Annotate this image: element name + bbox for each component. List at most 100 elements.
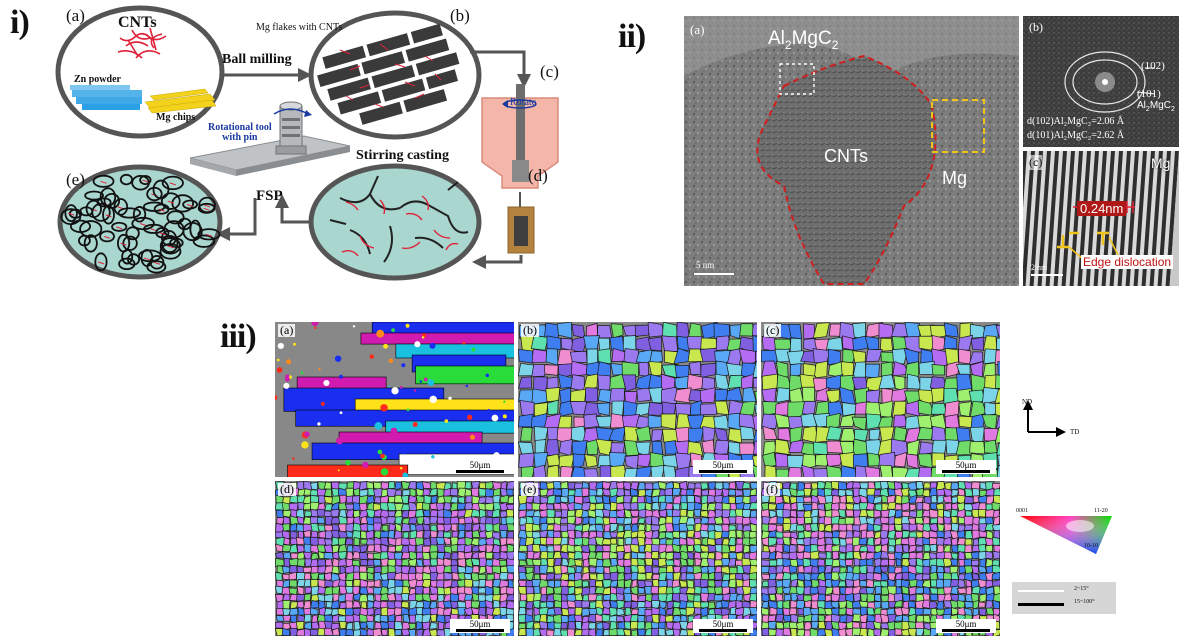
ebsd-label-f: (f) <box>764 482 780 496</box>
d-spacing-101: d(101)Al₂MgC₂=2.62 Å <box>1027 130 1125 141</box>
scale-label-c: 2 nm <box>1031 263 1048 272</box>
ring-102: (102) <box>1141 60 1165 72</box>
label-mg-tem: Mg <box>942 168 968 188</box>
nd-td-axes <box>1023 400 1066 437</box>
ebsd-scale-bar <box>699 629 747 632</box>
cast-grain-boundaries <box>329 175 469 263</box>
label-c-mg: Mg <box>1151 155 1171 171</box>
tem-a-graphics <box>684 16 1019 286</box>
ebsd-scale-text: 50μm <box>469 460 491 470</box>
ebsd-panel-b: (b) 50μm <box>518 322 757 477</box>
label-cnts-tem: CNTs <box>824 146 868 166</box>
ebsd-panel-e: (e) 50μm <box>518 481 757 636</box>
cast-cnts <box>341 195 459 257</box>
fft-graphics <box>1023 16 1179 147</box>
zn-powder-pile <box>70 85 142 110</box>
label-i-e: (e) <box>66 170 85 189</box>
ebsd-label-a: (a) <box>278 323 296 337</box>
axis-td-label: TD <box>1070 428 1080 436</box>
edge-dislocation-label: Edge dislocation <box>1081 255 1174 269</box>
ebsd-scale-text: 50μm <box>712 619 734 629</box>
ebsd-scale-bar <box>456 470 504 473</box>
label-ii-b: (b) <box>1029 20 1043 34</box>
ebsd-scale-text: 50μm <box>712 460 734 470</box>
ring-101: (101) <box>1137 88 1161 100</box>
ebsd-panel-a: (a) 50μm <box>275 322 514 477</box>
ebsd-scale-a: 50μm <box>450 460 510 474</box>
ebsd-panel-c: (c) 50μm <box>761 322 1000 477</box>
label-zn-powder: Zn powder <box>74 74 121 85</box>
ebsd-scale-bar <box>456 629 504 632</box>
ipf-color-key <box>1020 516 1112 554</box>
fsp-tool-plate <box>189 135 351 176</box>
label-al2mgc2: Al2MgC2 <box>768 28 839 52</box>
ebsd-scale-f: 50μm <box>936 619 996 633</box>
ebsd-scale-bar <box>942 470 990 473</box>
ebsd-label-c: (c) <box>764 323 782 337</box>
label-stirring-casting: Stirring casting <box>356 148 449 163</box>
ebsd-grains <box>518 481 757 636</box>
ebsd-grains <box>761 481 1000 636</box>
fft-pattern-b: (b) (102) (101) Al2MgC2 d(102)Al₂MgC₂=2.… <box>1023 16 1179 147</box>
ebsd-label-b: (b) <box>521 323 539 337</box>
ebsd-grains <box>518 322 757 477</box>
mg-box <box>931 99 985 153</box>
hrtem-lattice-c: (c) Mg 0.24nm Edge dislocation 2 nm <box>1023 151 1179 286</box>
label-i-d: (d) <box>528 166 548 185</box>
ebsd-grains <box>275 322 514 477</box>
ebsd-scale-text: 50μm <box>955 619 977 629</box>
label-i-c: (c) <box>540 62 559 81</box>
label-ball-milling: Ball milling <box>222 52 292 67</box>
label-i-b: (b) <box>450 6 470 25</box>
label-rotate: Rotate <box>510 97 537 108</box>
edge-dislocation-markers <box>1057 231 1109 249</box>
ebsd-scale-bar <box>942 629 990 632</box>
section-ii-numeral: ii) <box>618 18 646 55</box>
cnt-bundle-a <box>117 27 167 59</box>
cast-ingot <box>507 206 535 254</box>
ebsd-scale-b: 50μm <box>693 460 753 474</box>
boundary-legend: 2~15° 15~100° <box>1012 582 1116 614</box>
label-ii-c: (c) <box>1029 155 1043 170</box>
section-iii-numeral: iii) <box>220 318 257 355</box>
label-i-a: (a) <box>66 6 85 25</box>
label-mg-chips: Mg chips <box>156 112 196 123</box>
mg-flakes <box>317 23 460 125</box>
mg-chips <box>144 88 217 114</box>
ebsd-grains <box>275 481 514 636</box>
fsp-grain-network <box>60 173 221 274</box>
label-fsp: FSP <box>256 188 283 204</box>
section-i-numeral: i) <box>10 4 30 41</box>
lattice-spacing: 0.24nm <box>1077 201 1127 216</box>
cnts-boundary-dashed <box>756 54 937 285</box>
ipf-1010: 10-10 <box>1084 543 1098 549</box>
legend-low-label: 2~15° <box>1074 586 1089 592</box>
ebsd-scale-text: 50μm <box>469 619 491 629</box>
label-mg-flakes: Mg flakes with CNTs <box>256 22 343 33</box>
scale-label-a: 5 nm <box>696 260 715 270</box>
ring-phase: Al2MgC2 <box>1137 100 1175 113</box>
tem-image-a: (a) Al2MgC2 CNTs Mg 5 nm <box>684 16 1019 286</box>
cnts-in-flakes <box>339 43 442 108</box>
ebsd-label-e: (e) <box>521 482 539 496</box>
ebsd-scale-e: 50μm <box>693 619 753 633</box>
ebsd-grains <box>761 322 1000 477</box>
stir-crucible <box>481 84 559 189</box>
label-rotational-tool: Rotational tool with pin <box>208 122 272 143</box>
ipf-1120: 11-20 <box>1094 508 1108 514</box>
legend-high-label: 15~100° <box>1074 599 1095 605</box>
ipf-0001: 0001 <box>1016 508 1028 514</box>
ebsd-scale-c: 50μm <box>936 460 996 474</box>
axis-nd-label: ND <box>1022 398 1033 406</box>
ebsd-scale-text: 50μm <box>955 460 977 470</box>
ebsd-label-d: (d) <box>278 482 296 496</box>
ebsd-scale-d: 50μm <box>450 619 510 633</box>
section-i-schematic <box>55 5 559 281</box>
ebsd-panel-d: (d) 50μm <box>275 481 514 636</box>
al2mgc2-box <box>779 63 815 95</box>
label-ii-a: (a) <box>690 22 705 37</box>
low-angle-line <box>1018 590 1064 592</box>
fsp-rotational-tool <box>273 101 312 155</box>
label-cnts: CNTs <box>118 14 157 31</box>
ebsd-scale-bar <box>699 470 747 473</box>
